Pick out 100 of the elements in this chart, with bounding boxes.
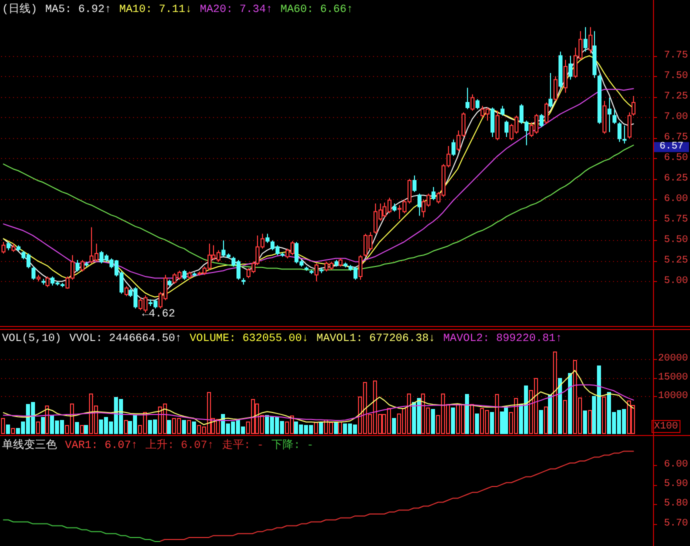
candlestick — [568, 55, 572, 80]
candlestick — [80, 260, 84, 272]
text: MAVOL1: 677206.38↓ — [316, 333, 436, 345]
candlestick — [504, 120, 508, 138]
candlestick — [242, 278, 246, 286]
bar — [451, 407, 455, 434]
chart-title: 单线变三色 — [2, 438, 57, 452]
candlestick — [46, 276, 50, 288]
candlestick — [608, 97, 612, 133]
line-series — [2, 144, 634, 270]
y-tick-label: 7.50 — [664, 70, 688, 82]
candlestick — [280, 252, 284, 258]
candlestick — [496, 110, 500, 141]
y-axis-title: X100 — [654, 422, 678, 432]
candlestick — [548, 72, 552, 108]
bar — [41, 417, 45, 434]
y-tick-label: 5.00 — [664, 276, 688, 287]
candlestick — [584, 26, 588, 52]
y-tick-label: 5.80 — [664, 498, 688, 510]
bar — [539, 410, 543, 434]
bar — [627, 400, 631, 434]
y-tick-label: 15000 — [658, 372, 688, 384]
candlestick — [84, 261, 88, 268]
y-tick-label: 7.75 — [664, 50, 688, 62]
candlestick — [192, 272, 196, 277]
bar — [470, 404, 474, 434]
candlestick — [338, 258, 342, 268]
bar — [187, 420, 191, 434]
bar — [36, 421, 40, 434]
candlestick — [554, 76, 558, 102]
candlestick — [612, 108, 616, 124]
candlestick — [168, 279, 172, 287]
candlestick — [124, 286, 128, 297]
chart-title: (日线) — [2, 2, 38, 16]
bar — [192, 421, 196, 434]
bar — [431, 408, 435, 434]
text: MA5: 6.92↑ — [45, 4, 112, 16]
candlestick — [490, 106, 494, 138]
bar — [75, 422, 79, 434]
annotation: VAR1: 6.07↑ — [65, 440, 138, 452]
candlestick — [2, 242, 6, 254]
bar — [11, 428, 15, 434]
candlestick — [334, 260, 338, 268]
candlestick — [314, 262, 318, 282]
candlestick — [432, 186, 436, 201]
bar — [602, 396, 606, 434]
y-tick-label: 6.00 — [664, 459, 688, 470]
text: MAVOL2: 899220.81↑ — [443, 333, 562, 345]
candlestick — [466, 87, 470, 110]
bar — [563, 400, 567, 434]
y-tick-label: 5.50 — [664, 234, 688, 246]
candlestick — [500, 105, 504, 116]
bar — [583, 410, 587, 434]
candlestick — [544, 102, 548, 124]
candlestick — [6, 242, 10, 251]
y-tick-label: 20000 — [658, 354, 688, 365]
candlestick — [12, 243, 16, 252]
candlestick — [622, 125, 626, 144]
candlestick — [412, 175, 416, 192]
legend-label: 走平: - — [222, 438, 264, 452]
bar — [544, 406, 548, 434]
annotation: VVOL: 2446664.50↑ — [69, 333, 182, 345]
bar — [45, 406, 49, 434]
candlestick — [76, 260, 80, 272]
bar — [124, 420, 128, 434]
candlestick — [182, 269, 186, 280]
text: 6.57 — [659, 142, 684, 153]
text: MA20: 7.34↑ — [200, 4, 272, 16]
candlestick — [310, 269, 314, 274]
candlestick — [42, 278, 46, 286]
candlestick — [470, 94, 474, 112]
bar — [319, 422, 323, 434]
bar — [1, 418, 5, 434]
bar — [167, 420, 171, 434]
bar — [475, 413, 479, 434]
candlestick — [558, 51, 562, 88]
bar — [6, 424, 10, 434]
line-series — [2, 384, 634, 421]
y-tick-label: 5.90 — [664, 479, 688, 490]
bar — [338, 421, 342, 434]
y-tick-label: 5.75 — [664, 214, 688, 226]
annotation: VOLUME: 632055.00↓ — [190, 333, 308, 345]
bar — [568, 373, 572, 434]
line-series — [159, 450, 634, 542]
candlestick — [188, 271, 192, 280]
bar — [392, 418, 396, 434]
text: MA10: 7.11↓ — [119, 4, 192, 16]
y-tick-label: 5.70 — [664, 518, 688, 530]
candlestick — [452, 138, 456, 156]
bar — [465, 394, 469, 434]
candlestick — [588, 26, 592, 54]
text: 上升: 6.07↑ — [146, 438, 214, 452]
candlestick — [618, 122, 622, 142]
y-tick-label: 6.00 — [664, 194, 688, 205]
chart-title: VOL(5,10) — [2, 333, 62, 345]
y-tick-label: 7.00 — [664, 112, 688, 123]
candlestick — [16, 244, 20, 252]
candlestick — [266, 233, 270, 244]
y-tick-label: 6.25 — [664, 173, 688, 184]
bar — [548, 394, 552, 434]
